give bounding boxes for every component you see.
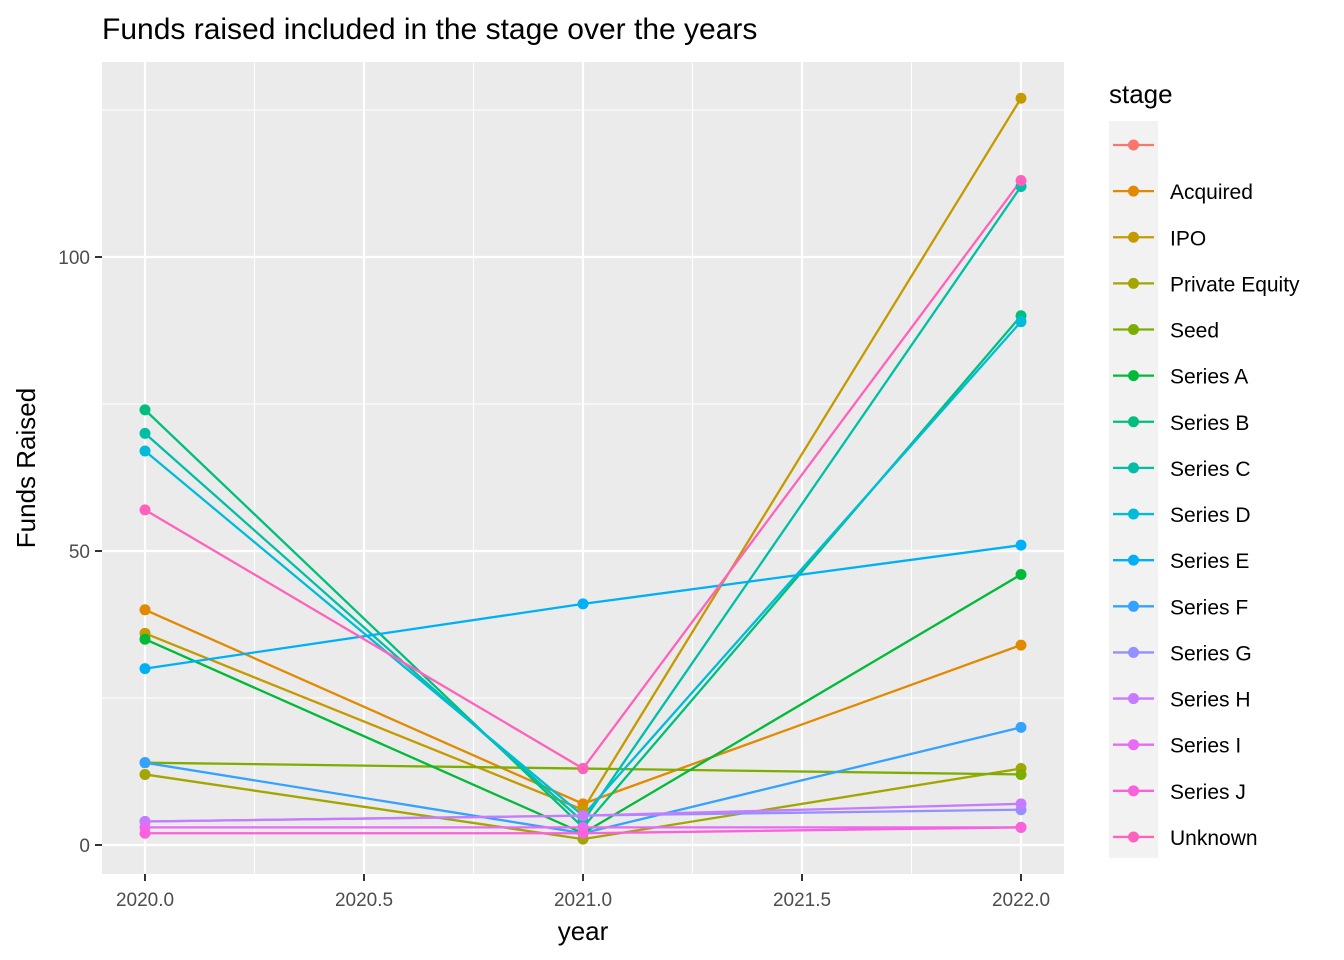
- legend-key-point: [1128, 554, 1139, 566]
- data-point: [139, 633, 151, 645]
- data-point: [1015, 175, 1027, 187]
- chart-title: Funds raised included in the stage over …: [102, 13, 757, 46]
- legend-key-point: [1128, 600, 1139, 612]
- data-point: [577, 810, 589, 822]
- legend-key-point: [1128, 277, 1139, 289]
- legend-label: Series J: [1170, 781, 1246, 804]
- data-point: [1015, 798, 1027, 810]
- legend-key-point: [1128, 739, 1139, 751]
- y-tick-label: 50: [69, 542, 90, 563]
- legend-key-point: [1128, 139, 1139, 151]
- x-tick-label: 2020.0: [116, 890, 174, 911]
- legend-label: Series I: [1170, 735, 1241, 758]
- legend-key-point: [1128, 231, 1139, 243]
- data-point: [1015, 539, 1027, 551]
- grid: [102, 62, 1064, 874]
- legend-key-point: [1128, 508, 1139, 520]
- data-point: [139, 427, 151, 439]
- data-point: [139, 404, 151, 416]
- legend-key-background: [1109, 121, 1158, 858]
- x-axis-title: year: [558, 916, 609, 946]
- data-point: [139, 604, 151, 616]
- legend-label: Unknown: [1170, 827, 1258, 850]
- y-tick-label: 100: [58, 248, 90, 269]
- legend-label: Series A: [1170, 366, 1248, 389]
- x-tick-label: 2022.0: [992, 890, 1050, 911]
- legend-label: Seed: [1170, 320, 1219, 343]
- x-axis: 2020.0 2020.5 2021.0 2021.5 2022.0: [116, 874, 1050, 911]
- data-point: [139, 663, 151, 675]
- legend-key-point: [1128, 462, 1139, 474]
- data-point: [1015, 821, 1027, 833]
- data-point: [139, 827, 151, 839]
- data-point: [1015, 639, 1027, 651]
- legend-key-point: [1128, 646, 1139, 658]
- data-point: [1015, 569, 1027, 581]
- series-points: [139, 92, 1027, 845]
- data-point: [577, 598, 589, 610]
- legend-label: Acquired: [1170, 181, 1253, 204]
- legend-label: Series D: [1170, 504, 1251, 527]
- y-axis: 0 50 100: [58, 248, 102, 857]
- x-tick-label: 2021.0: [554, 890, 612, 911]
- legend-label: Series E: [1170, 550, 1249, 573]
- legend-label: Series C: [1170, 458, 1251, 481]
- legend-label: Private Equity: [1170, 273, 1300, 296]
- legend-key-point: [1128, 785, 1139, 797]
- data-point: [577, 763, 589, 775]
- legend-key-point: [1128, 324, 1139, 336]
- y-axis-title: Funds Raised: [11, 388, 41, 548]
- legend-key-point: [1128, 831, 1139, 843]
- legend-key-point: [1128, 370, 1139, 382]
- legend: Acquired IPO Private Equity Seed Series A Ser…: [1109, 121, 1300, 858]
- data-point: [1015, 768, 1027, 780]
- legend-key-point: [1128, 693, 1139, 705]
- x-tick-label: 2020.5: [335, 890, 393, 911]
- legend-label: Series G: [1170, 642, 1252, 665]
- legend-label: IPO: [1170, 227, 1206, 250]
- data-point: [1015, 316, 1027, 328]
- data-point: [1015, 92, 1027, 104]
- data-point: [1015, 721, 1027, 733]
- x-tick-label: 2021.5: [773, 890, 831, 911]
- legend-key-point: [1128, 185, 1139, 197]
- data-point: [139, 768, 151, 780]
- legend-title: stage: [1109, 79, 1173, 109]
- data-point: [139, 504, 151, 516]
- y-tick-label: 0: [79, 836, 90, 857]
- legend-label: Series H: [1170, 689, 1251, 712]
- data-point: [577, 827, 589, 839]
- data-point: [139, 757, 151, 769]
- legend-label: Series F: [1170, 596, 1248, 619]
- legend-key-point: [1128, 416, 1139, 428]
- data-point: [139, 445, 151, 457]
- legend-label: Series B: [1170, 412, 1249, 435]
